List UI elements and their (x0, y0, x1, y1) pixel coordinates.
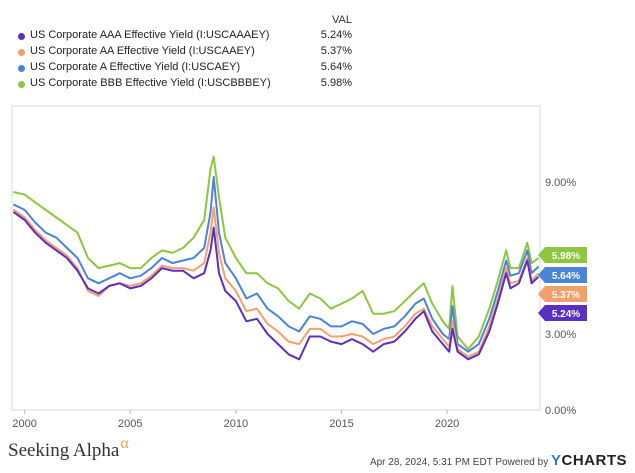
series-line-1 (13, 206, 539, 358)
legend-marker-a (18, 65, 25, 72)
seeking-alpha-logo: Seeking Alphaα (8, 435, 129, 462)
x-tick-label: 2000 (12, 418, 36, 430)
legend-label-a: US Corporate A Effective Yield (I:USCAEY… (30, 61, 241, 73)
legend-value-header: VAL (332, 14, 352, 26)
chart-footer: Apr 28, 2024, 5:31 PM EDT Powered by YCH… (370, 452, 627, 469)
timestamp-text: Apr 28, 2024, 5:31 PM EDT Powered by (369, 457, 549, 468)
x-tick-label: 2015 (329, 418, 353, 430)
series-line-2 (13, 175, 539, 353)
end-value-label: 5.64% (552, 271, 580, 282)
legend-marker-bbb (18, 81, 25, 88)
chart-legend: VAL US Corporate AAA Effective Yield (I:… (0, 0, 635, 100)
ycharts-logo: YCHARTS (551, 452, 627, 469)
legend-label-bbb: US Corporate BBB Effective Yield (I:USCB… (30, 77, 271, 89)
legend-value-bbb: 5.98% (320, 77, 352, 89)
legend-label-aaa: US Corporate AAA Effective Yield (I:USCA… (30, 29, 270, 41)
end-value-flag (538, 247, 587, 263)
y-tick-label: 3.00% (545, 329, 576, 341)
legend-marker-aaa (18, 33, 25, 40)
end-value-label: 5.24% (552, 309, 580, 320)
plot-frame (11, 105, 541, 411)
legend-value-aaa: 5.24% (320, 29, 352, 41)
x-tick-label: 2020 (435, 418, 459, 430)
end-value-label: 5.98% (552, 251, 580, 262)
legend-value-a: 5.64% (320, 61, 352, 73)
end-value-flag (538, 286, 587, 302)
series-line-0 (13, 211, 539, 361)
legend-marker-aa (18, 49, 25, 56)
legend-item-bbb[interactable]: US Corporate BBB Effective Yield (I:USCB… (18, 77, 358, 93)
end-value-label: 5.37% (552, 290, 580, 301)
legend-item-aa[interactable]: US Corporate AA Effective Yield (I:USCAA… (18, 45, 358, 61)
seeking-alpha-brand: Seeking Alpha (8, 440, 120, 461)
legend-item-aaa[interactable]: US Corporate AAA Effective Yield (I:USCA… (18, 29, 358, 45)
y-tick-label: 9.00% (545, 177, 576, 189)
x-tick-label: 2010 (224, 418, 248, 430)
end-value-flag (538, 305, 587, 321)
ycharts-y: Y (550, 452, 562, 469)
alpha-symbol-icon: α (120, 435, 129, 452)
legend-label-aa: US Corporate AA Effective Yield (I:USCAA… (30, 45, 255, 57)
legend-value-aa: 5.37% (320, 45, 352, 57)
x-tick-label: 2005 (118, 418, 142, 430)
ycharts-name: CHARTS (561, 452, 627, 469)
series-line-3 (13, 155, 539, 351)
legend-item-a[interactable]: US Corporate A Effective Yield (I:USCAEY… (18, 61, 358, 77)
end-value-flag (538, 267, 587, 283)
y-tick-label: 0.00% (545, 405, 576, 417)
